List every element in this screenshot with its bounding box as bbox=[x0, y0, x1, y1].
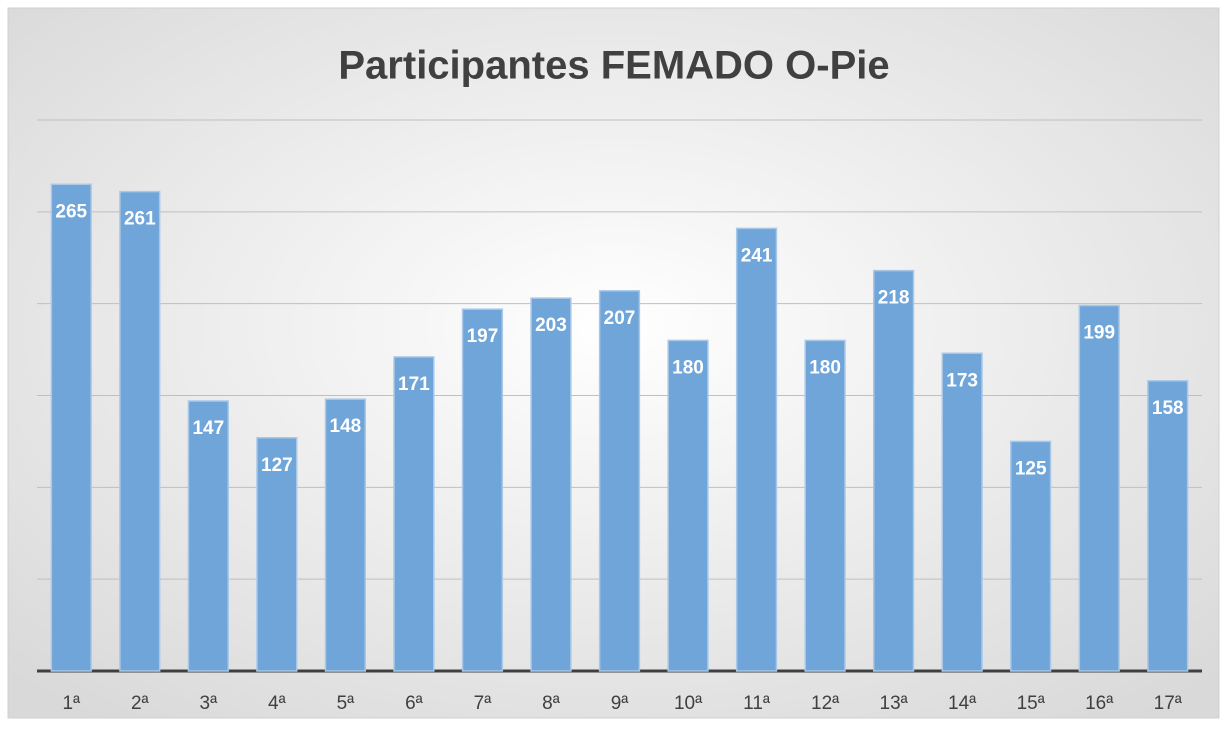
x-tick-label: 14ª bbox=[948, 693, 977, 714]
data-label: 261 bbox=[124, 209, 156, 230]
x-tick-label: 9ª bbox=[611, 693, 630, 714]
bar bbox=[256, 436, 298, 672]
data-label: 180 bbox=[672, 357, 704, 378]
x-tick-label: 4ª bbox=[268, 693, 287, 714]
x-tick-label: 15ª bbox=[1017, 693, 1046, 714]
bar bbox=[324, 398, 367, 672]
data-label: 203 bbox=[535, 315, 567, 336]
x-tick-label: 1ª bbox=[62, 693, 81, 714]
x-tick-label: 7ª bbox=[474, 693, 493, 714]
x-tick-label: 13ª bbox=[880, 693, 909, 714]
x-tick-label: 8ª bbox=[542, 693, 561, 714]
x-tick-label: 6ª bbox=[405, 693, 424, 714]
bar bbox=[393, 356, 435, 672]
data-label: 241 bbox=[741, 245, 773, 266]
chart-title: Participantes FEMADO O-Pie bbox=[338, 44, 889, 88]
x-tick-label: 11ª bbox=[743, 693, 771, 714]
bar bbox=[804, 339, 846, 672]
bar bbox=[1010, 440, 1052, 672]
x-tick-label: 2ª bbox=[131, 693, 150, 714]
bar bbox=[667, 339, 709, 672]
data-label: 127 bbox=[261, 455, 293, 476]
data-label: 199 bbox=[1083, 323, 1115, 344]
data-label: 218 bbox=[878, 288, 910, 309]
data-label: 148 bbox=[330, 416, 362, 437]
data-label: 265 bbox=[55, 201, 87, 222]
bar bbox=[735, 227, 778, 672]
x-tick-label: 16ª bbox=[1085, 693, 1114, 714]
bar bbox=[187, 400, 229, 672]
bar bbox=[461, 308, 504, 672]
data-label: 180 bbox=[809, 357, 841, 378]
x-tick-label: 10ª bbox=[674, 693, 703, 714]
bar bbox=[941, 352, 983, 672]
data-label: 158 bbox=[1152, 398, 1184, 419]
x-tick-label: 12ª bbox=[811, 693, 840, 714]
data-label: 197 bbox=[467, 326, 499, 347]
x-tick-label: 5ª bbox=[337, 693, 356, 714]
bar bbox=[1078, 304, 1120, 672]
data-label: 173 bbox=[946, 370, 978, 391]
data-label: 207 bbox=[604, 308, 636, 329]
data-label: 171 bbox=[398, 374, 430, 395]
bar bbox=[119, 190, 161, 672]
data-label: 125 bbox=[1015, 458, 1047, 479]
bar bbox=[872, 269, 915, 672]
bar bbox=[50, 183, 92, 672]
data-label: 147 bbox=[192, 418, 224, 439]
bar bbox=[1147, 380, 1189, 672]
x-tick-label: 17ª bbox=[1154, 693, 1183, 714]
bar bbox=[530, 297, 572, 672]
x-tick-label: 3ª bbox=[200, 693, 219, 714]
bar bbox=[598, 290, 641, 672]
